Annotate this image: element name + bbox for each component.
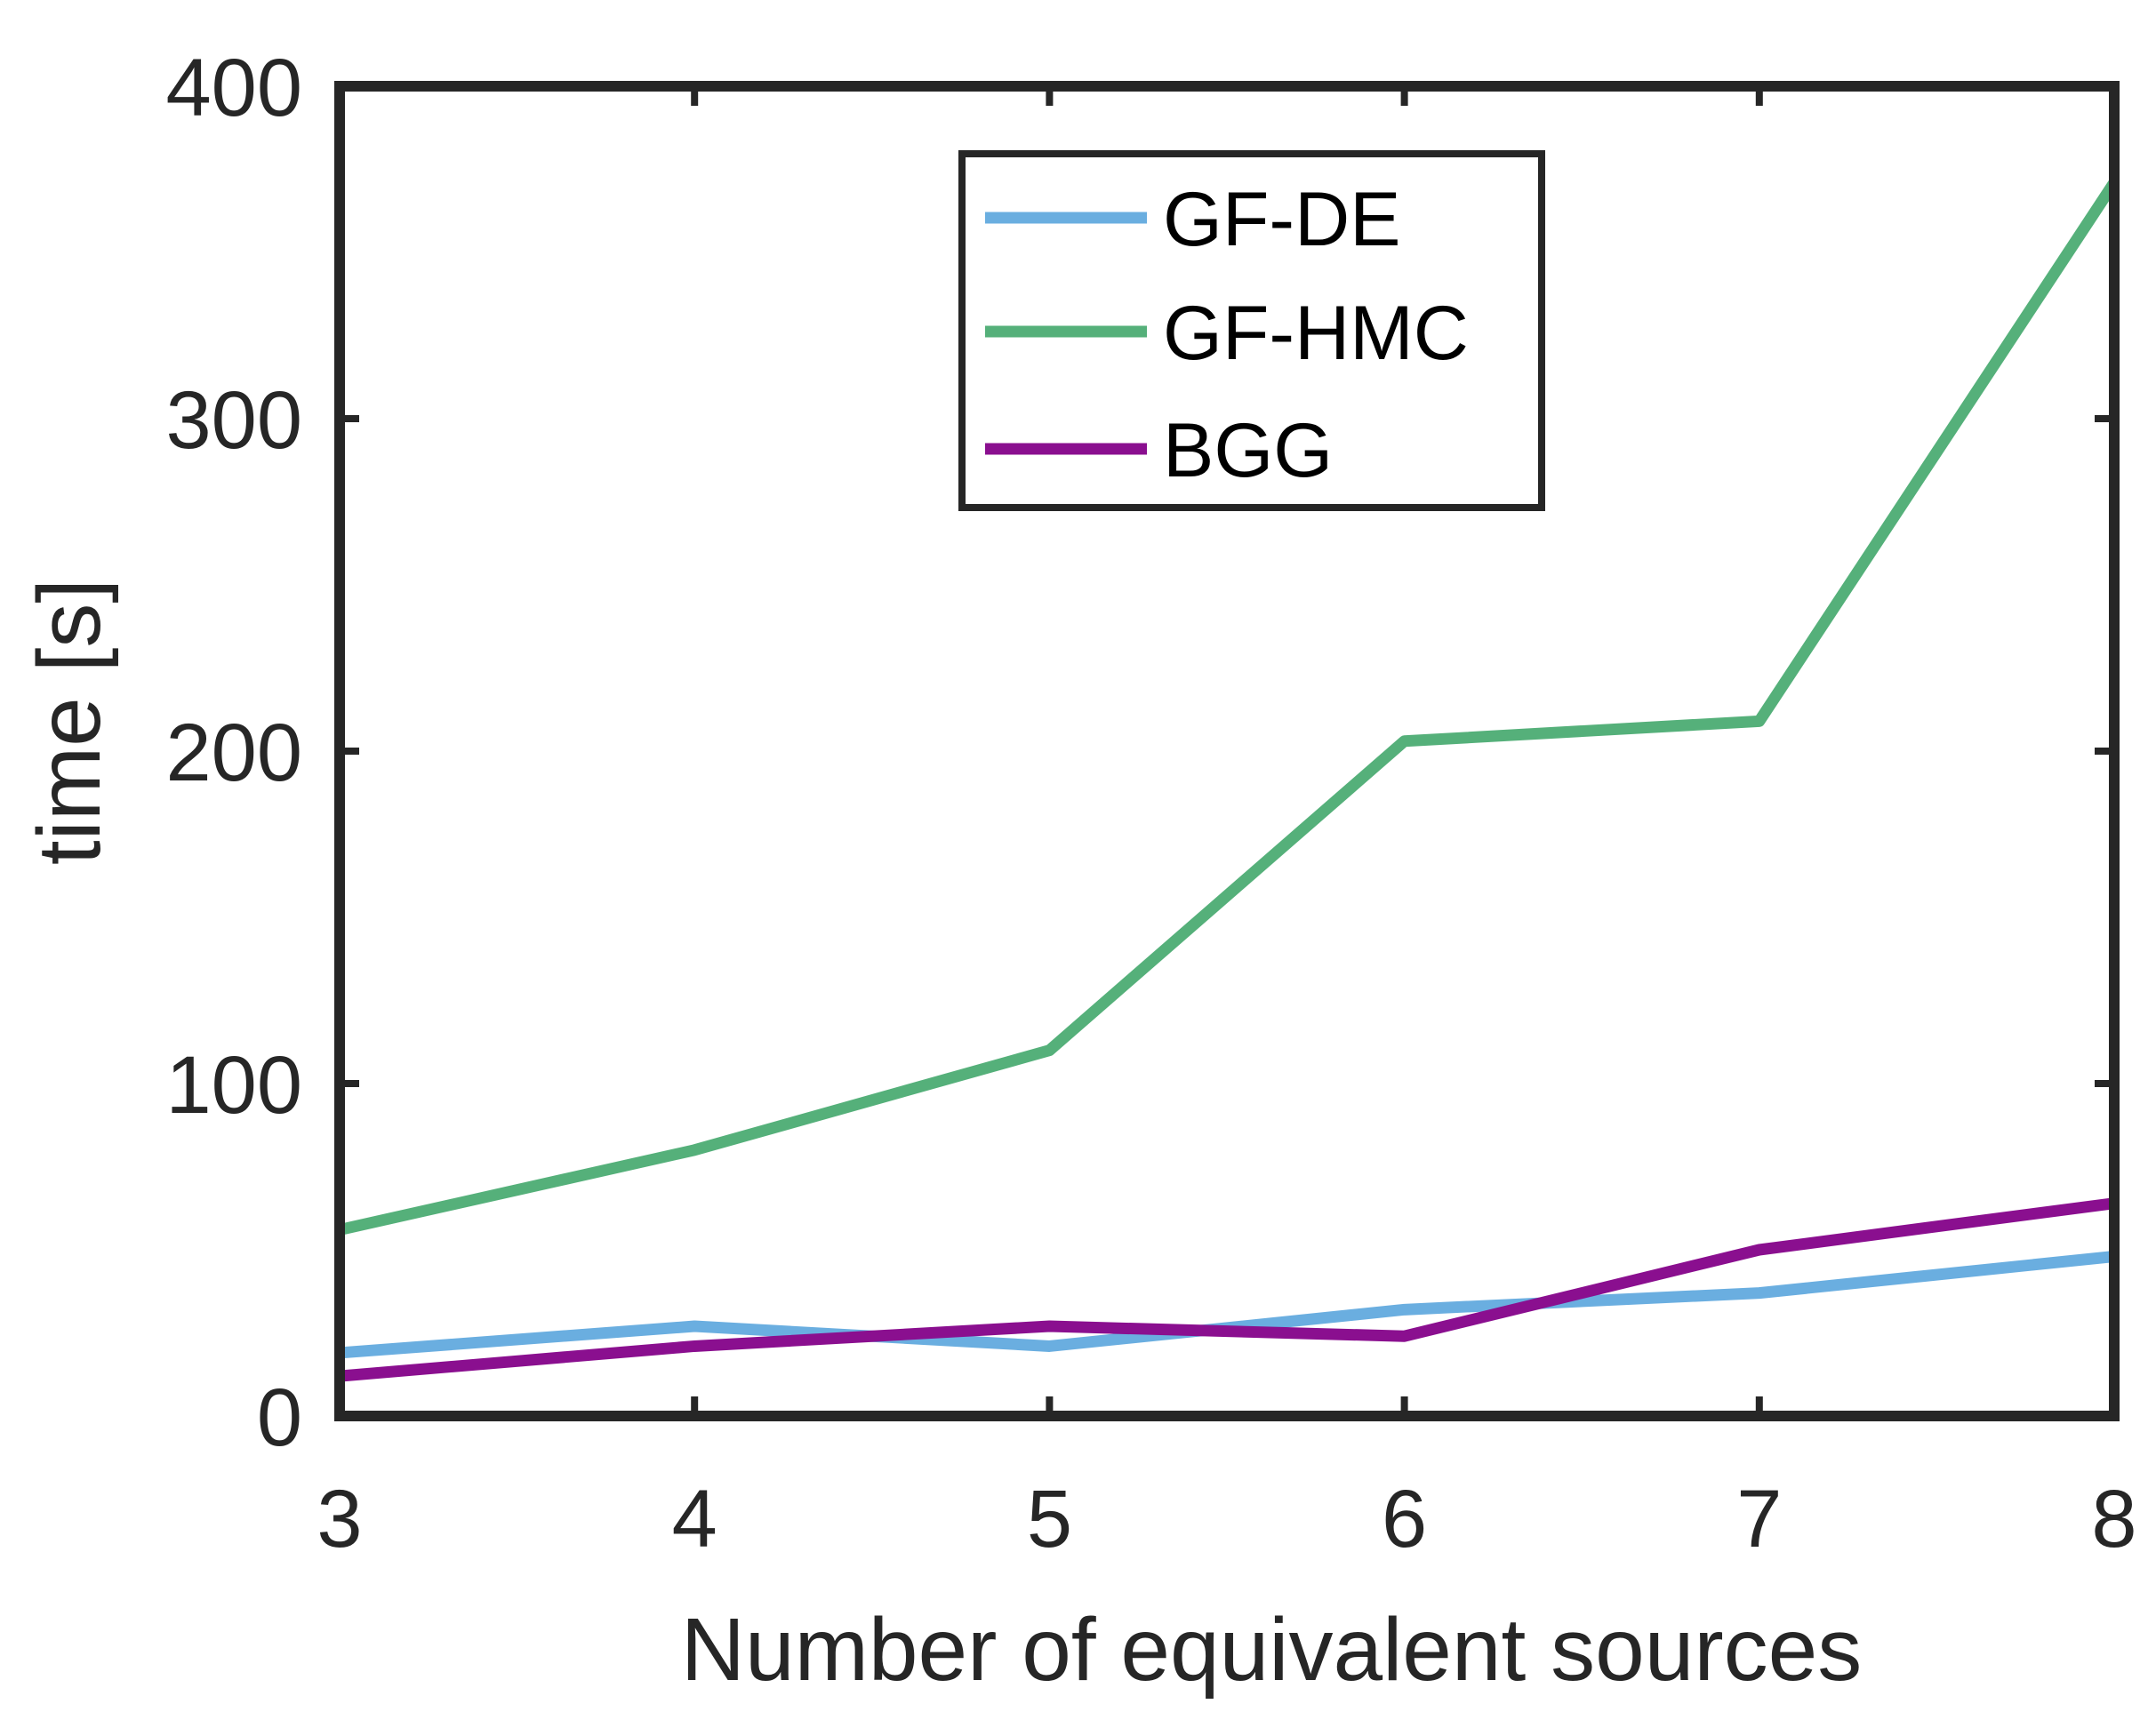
x-tick-label: 4 [672,1474,717,1564]
legend-label-gf-de: GF-DE [1163,177,1401,262]
series-line-gf-hmc [338,179,2120,1236]
axis-ticks [336,83,2118,1420]
x-tick-label: 3 [317,1474,362,1564]
series-layer [338,179,2120,1382]
x-tick-label: 6 [1382,1474,1427,1564]
x-tick-label: 8 [2091,1474,2136,1564]
y-tick-label: 400 [166,43,303,133]
y-tick-label: 300 [166,375,303,466]
legend: GF-DE GF-HMC BGG [958,150,1545,511]
x-tick-label: 5 [1027,1474,1072,1564]
y-tick-label: 100 [166,1040,303,1131]
legend-entries: GF-DE GF-HMC BGG [985,177,1469,493]
legend-label-gf-hmc: GF-HMC [1163,291,1469,376]
axis-tick-labels: 3 4 5 6 7 8 0 100 200 300 400 [166,43,2137,1564]
y-axis-label: time [s] [20,579,119,865]
y-tick-label: 200 [166,708,303,798]
y-tick-label: 0 [257,1372,302,1463]
legend-label-bgg: BGG [1163,408,1333,493]
series-line-gf-de [339,1251,2115,1359]
series-line-bgg [339,1197,2115,1382]
x-axis-label: Number of equivalent sources [681,1600,1862,1700]
x-tick-label: 7 [1736,1474,1782,1564]
